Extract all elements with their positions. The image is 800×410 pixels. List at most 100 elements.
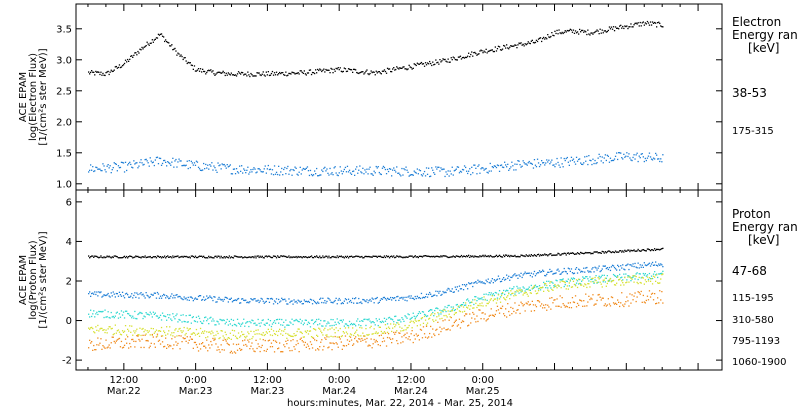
data-point — [307, 300, 310, 302]
data-point — [93, 170, 95, 173]
data-point — [513, 274, 515, 276]
data-point — [138, 312, 140, 315]
data-point — [565, 271, 567, 273]
data-point — [286, 343, 288, 345]
data-point — [199, 348, 202, 350]
data-point — [528, 289, 530, 291]
data-point — [488, 301, 490, 303]
data-point — [225, 167, 227, 169]
data-point — [346, 339, 349, 341]
data-point — [170, 318, 172, 320]
data-point — [350, 334, 353, 336]
data-point — [149, 42, 151, 44]
data-point — [601, 29, 603, 31]
data-point — [409, 318, 411, 320]
data-point — [244, 256, 246, 258]
data-point — [382, 256, 385, 259]
data-point — [225, 333, 227, 336]
data-point — [538, 37, 541, 39]
data-point — [116, 330, 118, 332]
data-point — [224, 331, 226, 333]
data-point — [201, 255, 203, 257]
data-point — [136, 335, 138, 337]
data-point — [417, 297, 419, 299]
data-point — [392, 169, 394, 171]
data-point — [639, 281, 641, 284]
data-point — [486, 255, 488, 258]
data-point — [353, 323, 355, 325]
data-point — [174, 297, 176, 299]
data-point — [532, 41, 535, 44]
data-point — [536, 40, 539, 43]
data-point — [315, 69, 317, 71]
data-point — [164, 345, 166, 348]
data-point — [230, 338, 232, 340]
data-point — [157, 340, 160, 342]
data-point — [662, 247, 664, 249]
data-point — [452, 324, 454, 327]
data-point — [151, 39, 153, 41]
data-point — [450, 310, 452, 312]
data-point — [566, 252, 568, 254]
data-point — [552, 273, 554, 275]
data-point — [548, 254, 550, 256]
data-point — [435, 290, 437, 292]
data-point — [348, 169, 351, 171]
data-point — [525, 291, 527, 294]
data-point — [542, 286, 544, 288]
data-point — [197, 68, 200, 70]
data-point — [433, 315, 435, 317]
data-point — [211, 344, 213, 346]
data-point — [413, 298, 415, 301]
data-point — [492, 50, 494, 53]
data-point — [492, 282, 494, 284]
data-point — [334, 70, 336, 72]
proton-legend-title-line-1: Proton — [732, 207, 771, 221]
data-point — [292, 339, 294, 341]
data-point — [632, 250, 634, 252]
data-point — [164, 40, 166, 43]
data-point — [357, 318, 359, 320]
data-point — [354, 332, 356, 334]
legend-proton-795-1193: 795-1193 — [732, 336, 780, 347]
data-point — [524, 290, 526, 292]
data-point — [499, 281, 502, 283]
data-point — [224, 338, 226, 341]
data-point — [237, 343, 240, 345]
data-point — [545, 37, 547, 39]
data-point — [413, 63, 415, 65]
data-point — [195, 316, 198, 318]
data-point — [227, 301, 229, 303]
data-point — [588, 155, 590, 157]
data-point — [437, 308, 439, 310]
data-point — [110, 69, 112, 71]
data-point — [529, 42, 531, 45]
data-point — [365, 300, 367, 303]
data-point — [347, 325, 350, 327]
data-point — [236, 349, 239, 351]
data-point — [145, 256, 147, 259]
data-point — [424, 296, 427, 298]
data-point — [335, 67, 337, 70]
data-point — [280, 171, 282, 173]
data-point — [163, 159, 165, 162]
data-point — [357, 72, 359, 74]
data-point — [390, 338, 392, 340]
data-point — [507, 277, 509, 279]
data-point — [470, 255, 472, 257]
data-point — [205, 163, 207, 166]
data-point — [305, 319, 307, 321]
data-point — [96, 329, 98, 331]
data-point — [356, 166, 358, 168]
data-point — [287, 324, 289, 326]
data-point — [250, 72, 252, 75]
data-point — [470, 173, 472, 176]
data-point — [185, 60, 187, 62]
data-point — [179, 55, 181, 57]
data-point — [135, 317, 137, 320]
data-point — [88, 171, 90, 173]
x-tick-time-label: 0:00 — [472, 375, 494, 386]
data-point — [650, 275, 653, 277]
data-point — [527, 288, 529, 290]
data-point — [563, 267, 565, 270]
